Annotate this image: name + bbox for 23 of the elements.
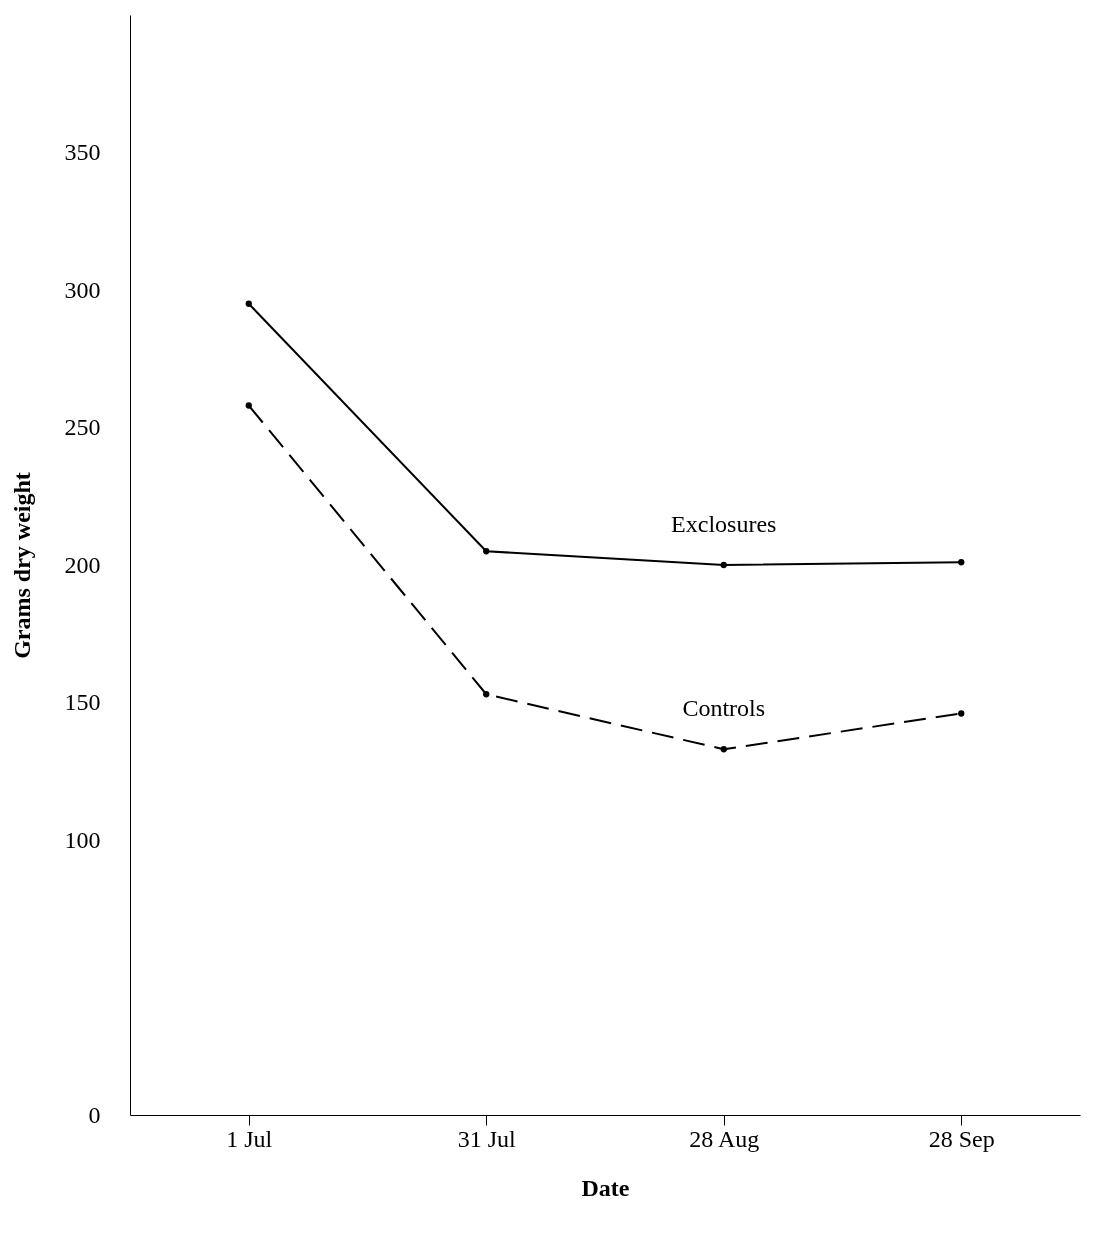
x-tick-label: 28 Aug [689, 1125, 760, 1152]
x-tick-label: 1 Jul [226, 1125, 273, 1152]
point [245, 402, 252, 409]
y-tick-label: 350 [64, 139, 101, 165]
y-tick-label: 250 [64, 414, 101, 440]
y-tick-label: 100 [64, 826, 101, 853]
point [958, 559, 965, 566]
y-tick-label: 150 [64, 689, 101, 715]
point [483, 548, 490, 555]
x-axis-title: Date [581, 1174, 630, 1201]
point [483, 691, 490, 698]
series-label: Controls [682, 695, 766, 722]
x-tick-label: 31 Jul [457, 1125, 517, 1152]
x-tick-label: 28 Sep [928, 1125, 995, 1152]
point [720, 746, 727, 753]
point [720, 561, 727, 569]
y-tick-label: 0 [88, 1101, 101, 1128]
y-axis-title: Grams dry weight [8, 472, 35, 659]
point [245, 300, 252, 307]
point [958, 710, 965, 717]
series-label: Exclosures [671, 511, 777, 537]
y-tick-label: 200 [64, 551, 101, 578]
y-tick-label: 300 [64, 276, 101, 303]
